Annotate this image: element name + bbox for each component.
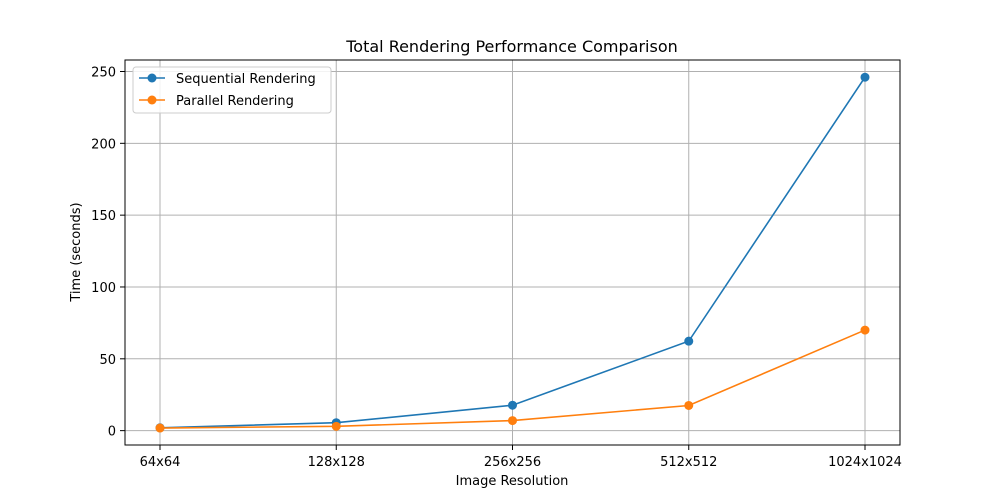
x-tick-label: 1024x1024 (828, 455, 902, 470)
data-point (860, 325, 870, 335)
x-axis: 64x64 128x128 256x256 512x512 1024x1024 (140, 445, 902, 470)
y-tick-label: 50 (99, 353, 116, 368)
data-point (331, 421, 341, 431)
grid (125, 60, 900, 445)
x-tick-label: 512x512 (660, 455, 717, 470)
legend-label: Parallel Rendering (176, 94, 294, 109)
y-tick-label: 200 (91, 137, 116, 152)
data-point (508, 416, 517, 426)
y-tick-label: 100 (91, 281, 116, 296)
legend-label: Sequential Rendering (176, 72, 316, 87)
legend-marker (147, 95, 157, 105)
legend-box (132, 66, 332, 114)
y-axis-label: Time (seconds) (69, 202, 84, 302)
y-axis: 0 50 100 150 200 250 (91, 65, 125, 440)
data-point (684, 400, 694, 410)
data-point (860, 72, 870, 82)
y-tick-label: 0 (108, 425, 116, 440)
x-axis-label: Image Resolution (456, 474, 569, 489)
legend-marker (147, 73, 157, 83)
legend: Sequential Rendering Parallel Rendering (132, 66, 332, 114)
y-tick-label: 150 (91, 209, 116, 224)
data-point (684, 336, 694, 346)
x-tick-label: 128x128 (308, 455, 365, 470)
x-tick-label: 256x256 (484, 455, 541, 470)
series-group (155, 72, 870, 433)
chart-title: Total Rendering Performance Comparison (345, 37, 678, 56)
y-tick-label: 250 (91, 65, 116, 80)
data-point (155, 423, 165, 433)
data-point (508, 400, 517, 410)
x-tick-label: 64x64 (140, 455, 181, 470)
